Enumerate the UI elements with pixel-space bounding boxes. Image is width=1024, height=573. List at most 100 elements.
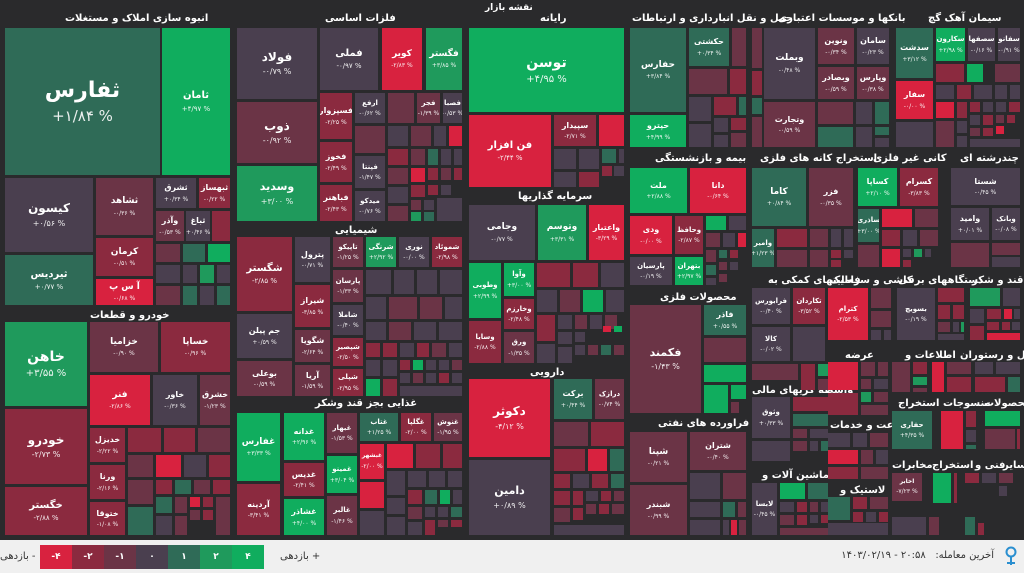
stock-tile[interactable] [400,343,414,357]
stock-tile[interactable] [388,149,408,165]
stock-tile[interactable] [856,102,872,124]
stock-tile[interactable]: وامیر +۱/۲۳ % [752,229,774,267]
stock-tile[interactable] [828,497,850,520]
stock-tile[interactable] [730,69,746,94]
stock-tile[interactable] [454,168,462,180]
stock-tile[interactable] [793,429,807,438]
stock-tile[interactable] [573,474,589,488]
stock-tile[interactable] [156,244,180,262]
stock-tile[interactable] [739,97,746,115]
stock-tile[interactable] [1014,309,1020,319]
stock-tile[interactable]: پارسیان -۰/۱۹ % [630,257,672,285]
stock-tile[interactable] [861,379,871,389]
stock-tile[interactable]: وتجارت -۰/۵۹ % [764,102,815,147]
stock-tile[interactable] [828,450,858,464]
stock-tile[interactable] [957,102,967,118]
stock-tile[interactable] [797,502,807,512]
stock-tile[interactable] [853,433,867,447]
stock-tile[interactable] [387,517,405,535]
stock-tile[interactable] [366,322,386,340]
stock-tile[interactable] [554,422,588,446]
stock-tile[interactable]: توسن +۴/۹۵ % [469,28,624,112]
stock-tile[interactable] [1009,102,1020,112]
stock-tile[interactable]: حپترو +۴/۹۹ % [630,115,686,147]
stock-tile[interactable] [411,200,421,210]
stock-tile[interactable] [190,497,200,507]
stock-tile[interactable] [360,511,384,535]
stock-tile[interactable]: کسرام -۳/۸۳ % [900,168,938,206]
stock-tile[interactable] [554,525,624,535]
stock-tile[interactable] [723,233,735,247]
stock-tile[interactable]: کویر -۲/۸۳ % [382,28,422,90]
stock-tile[interactable] [818,102,853,124]
stock-tile[interactable] [554,149,576,169]
stock-tile[interactable] [752,364,798,380]
stock-tile[interactable]: شرنگی +۲/۹۲ % [366,237,396,267]
stock-tile[interactable] [987,322,999,330]
stock-tile[interactable] [723,520,729,535]
stock-tile[interactable] [355,126,385,153]
stock-tile[interactable]: لابسا -۰/۴۵ % [752,483,777,535]
stock-tile[interactable]: ثشاهد -۰/۳۶ % [96,178,153,235]
stock-tile[interactable] [780,528,828,535]
stock-tile[interactable] [437,198,462,221]
stock-tile[interactable] [828,362,858,390]
stock-tile[interactable] [425,520,435,535]
stock-tile[interactable]: حفاری +۴/۳۵ % [892,411,932,449]
stock-tile[interactable]: ثفارس +۱/۸۴ % [5,28,160,175]
stock-tile[interactable] [970,288,1000,306]
stock-tile[interactable] [573,263,598,287]
stock-tile[interactable] [951,243,989,267]
stock-tile[interactable]: کرمان -۰/۵۱ % [96,238,153,276]
stock-tile[interactable] [690,502,720,517]
stock-tile[interactable] [975,377,1005,392]
stock-tile[interactable]: غمینو +۳/۰۴ % [327,456,357,493]
stock-tile[interactable] [731,520,737,535]
stock-tile[interactable] [175,516,187,535]
stock-tile[interactable] [164,428,195,452]
stock-tile[interactable]: پترول -۰/۷۱ % [295,237,330,282]
stock-tile[interactable]: نوری -۰/۰۰ % [399,237,429,267]
stock-tile[interactable] [451,507,462,517]
stock-tile[interactable] [606,290,624,312]
stock-tile[interactable] [844,250,853,258]
stock-tile[interactable] [999,486,1007,496]
stock-tile[interactable] [366,270,391,294]
stock-tile[interactable]: وبصادر -۰/۵۹ % [818,67,854,99]
stock-tile[interactable] [194,480,210,494]
stock-tile[interactable] [706,233,720,247]
stock-tile[interactable] [408,471,426,487]
stock-tile[interactable] [987,309,1001,319]
stock-tile[interactable] [438,520,448,527]
stock-tile[interactable] [416,444,440,468]
stock-tile[interactable]: غالبر -۱/۴۶ % [327,496,357,535]
stock-tile[interactable]: ثیردیس +۰/۷۷ % [5,255,93,305]
stock-tile[interactable] [441,185,451,195]
stock-tile[interactable] [183,286,197,305]
stock-tile[interactable] [448,471,462,487]
stock-tile[interactable] [558,347,572,363]
stock-tile[interactable] [974,85,992,99]
stock-tile[interactable]: شموئاد -۲/۹۸ % [432,237,462,267]
stock-tile[interactable] [1012,322,1020,330]
stock-tile[interactable]: فولاد -۰/۷۹ % [237,28,317,99]
stock-tile[interactable] [453,490,462,504]
stock-tile[interactable]: غفارس +۳/۳۳ % [237,413,280,481]
stock-tile[interactable] [731,385,746,399]
stock-tile[interactable]: خاهن +۳/۵۵ % [5,322,87,406]
stock-tile[interactable] [443,444,462,468]
stock-tile[interactable] [175,480,191,494]
stock-tile[interactable] [413,360,423,370]
stock-tile[interactable] [985,429,1015,449]
stock-tile[interactable]: برکت +۰/۴۴ % [554,379,592,419]
stock-tile[interactable] [953,305,964,319]
stock-tile[interactable] [554,172,576,187]
stock-tile[interactable] [810,502,818,512]
stock-tile[interactable] [936,85,954,99]
stock-tile[interactable] [731,118,746,130]
stock-tile[interactable] [592,474,608,488]
stock-tile[interactable]: غشاذر +۴/۰۰ % [284,499,324,535]
stock-tile[interactable]: غبهار -۱/۵۳ % [327,413,357,453]
stock-tile[interactable] [429,471,445,487]
stock-tile[interactable]: ثشرق +۰/۳۴ % [156,178,196,208]
